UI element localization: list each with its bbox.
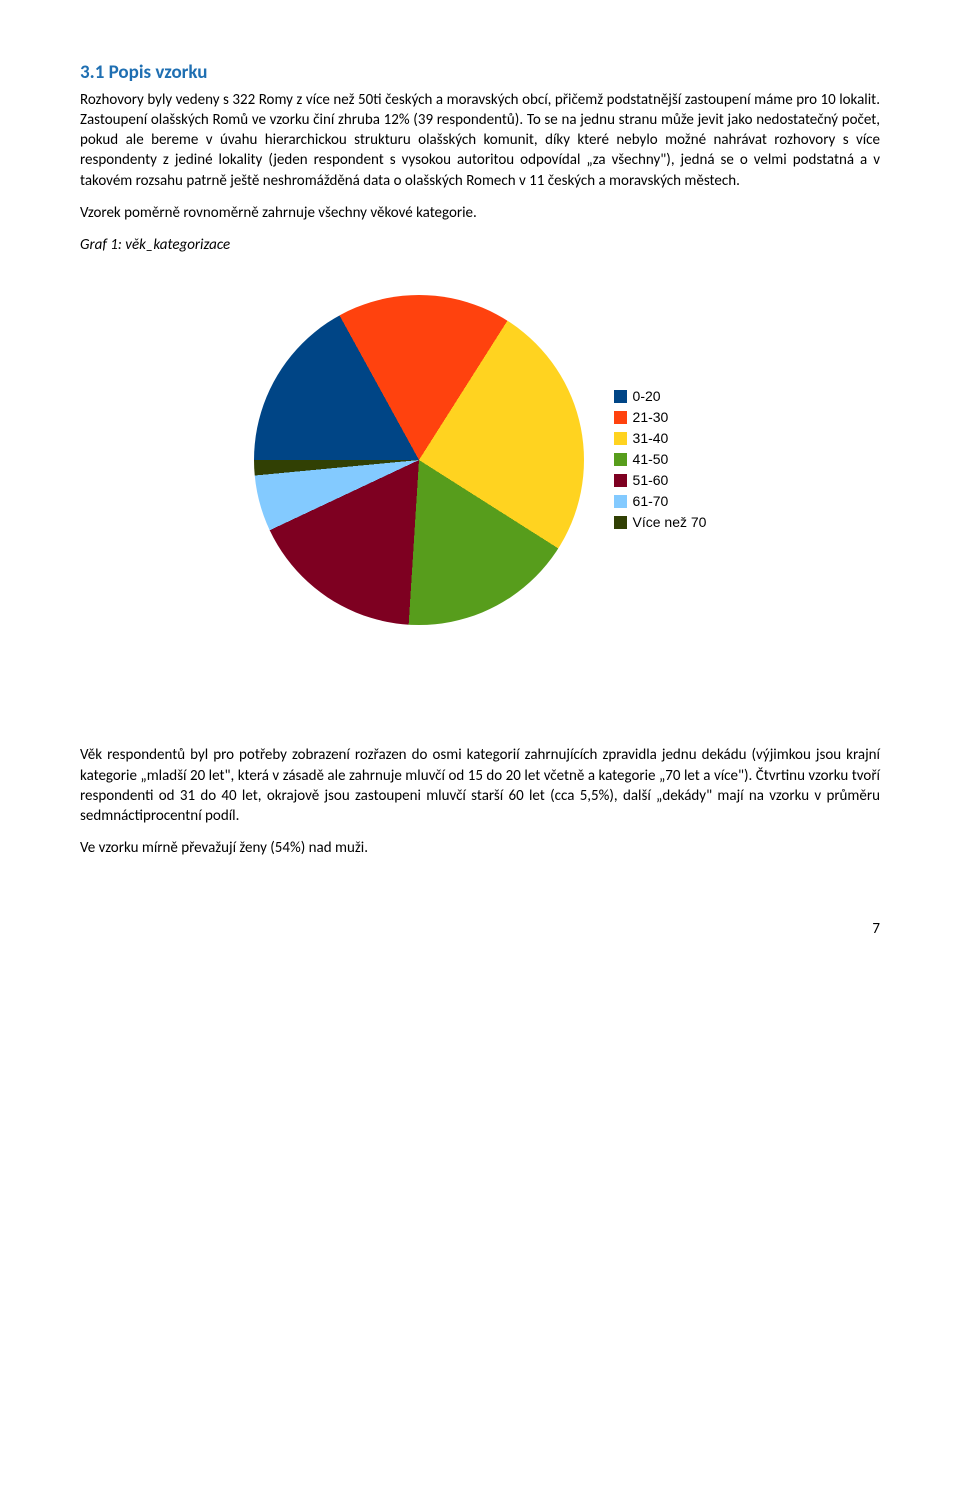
legend-label: 41-50 — [633, 450, 669, 469]
paragraph-1: Rozhovory byly vedeny s 322 Romy z více … — [80, 90, 880, 191]
chart-caption: Graf 1: věk_kategorizace — [80, 235, 880, 255]
legend-item: 51-60 — [614, 471, 707, 490]
pie-chart — [254, 295, 584, 625]
legend-item: 61-70 — [614, 492, 707, 511]
legend-swatch — [614, 390, 627, 403]
legend-swatch — [614, 516, 627, 529]
legend-label: 21-30 — [633, 408, 669, 427]
legend-swatch — [614, 495, 627, 508]
legend-item: Více než 70 — [614, 513, 707, 532]
section-heading: 3.1 Popis vzorku — [80, 60, 880, 86]
paragraph-3: Věk respondentů byl pro potřeby zobrazen… — [80, 745, 880, 826]
legend-swatch — [614, 453, 627, 466]
legend-item: 41-50 — [614, 450, 707, 469]
legend-swatch — [614, 411, 627, 424]
legend-label: 51-60 — [633, 471, 669, 490]
legend-label: 31-40 — [633, 429, 669, 448]
legend-item: 21-30 — [614, 408, 707, 427]
legend-item: 31-40 — [614, 429, 707, 448]
legend-swatch — [614, 432, 627, 445]
pie-chart-container: 0-20 21-30 31-40 41-50 51-60 61-70 Více než 70 — [80, 295, 880, 625]
paragraph-2: Vzorek poměrně rovnoměrně zahrnuje všech… — [80, 203, 880, 223]
legend-item: 0-20 — [614, 387, 707, 406]
page-number: 7 — [80, 919, 880, 939]
legend-label: 61-70 — [633, 492, 669, 511]
paragraph-4: Ve vzorku mírně převažují ženy (54%) nad… — [80, 838, 880, 858]
legend-label: Více než 70 — [633, 513, 707, 532]
pie-legend: 0-20 21-30 31-40 41-50 51-60 61-70 Více než 70 — [614, 387, 707, 533]
legend-swatch — [614, 474, 627, 487]
legend-label: 0-20 — [633, 387, 661, 406]
